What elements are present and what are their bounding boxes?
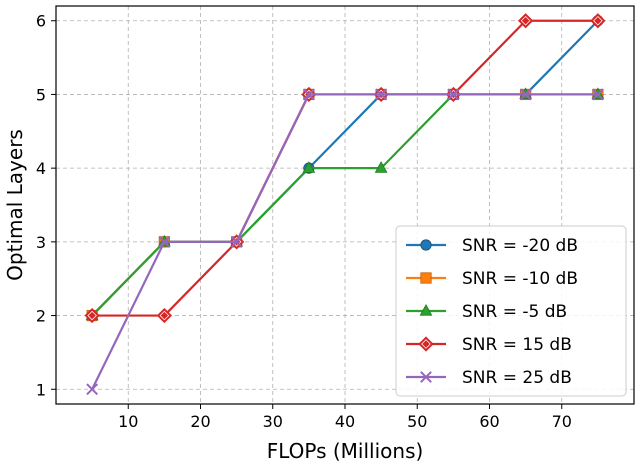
x-tick-label: 10 xyxy=(118,412,138,431)
x-tick-label: 60 xyxy=(479,412,499,431)
legend: SNR = -20 dB SNR = -10 dB SNR = -5 dB SNR =… xyxy=(395,225,627,397)
y-tick-label: 5 xyxy=(36,85,46,104)
data-point xyxy=(302,88,315,101)
y-tick-label: 4 xyxy=(36,159,46,178)
legend-label: SNR = 25 dB xyxy=(462,368,572,388)
data-point-stroke xyxy=(519,88,532,101)
data-point-fill xyxy=(88,311,96,320)
data-point xyxy=(374,161,388,173)
legend-marker xyxy=(420,371,432,383)
series-layer xyxy=(84,13,606,396)
x-tick-label: 30 xyxy=(263,412,283,431)
series-4 xyxy=(86,88,604,396)
legend-marker xyxy=(419,303,433,316)
data-point xyxy=(375,88,388,101)
x-tick-label: 50 xyxy=(407,412,427,431)
x-tick-label: 40 xyxy=(335,412,355,431)
legend-box xyxy=(395,225,627,397)
data-point-stroke xyxy=(230,235,243,248)
legend-label: SNR = 15 dB xyxy=(462,335,572,355)
data-point xyxy=(447,88,460,101)
data-point xyxy=(302,161,316,173)
x-tick-label: 70 xyxy=(552,412,572,431)
data-point-fill xyxy=(160,311,169,320)
data-point-stroke xyxy=(158,235,171,248)
series-line xyxy=(91,93,598,390)
data-point-stroke xyxy=(591,88,604,101)
data-point-stroke xyxy=(375,88,388,101)
y-tick-label: 1 xyxy=(36,380,46,399)
data-point-stroke xyxy=(302,88,315,101)
data-point-fill xyxy=(521,17,530,25)
legend-marker xyxy=(420,272,432,284)
y-tick-label: 6 xyxy=(36,12,46,31)
y-tick-label: 3 xyxy=(36,233,46,252)
legend-label: SNR = -5 dB xyxy=(462,302,567,322)
data-point-stroke xyxy=(447,88,460,101)
data-point xyxy=(591,88,604,101)
data-point xyxy=(519,88,532,101)
data-point xyxy=(230,235,243,248)
x-axis-label: FLOPs (Millions) xyxy=(267,439,424,463)
legend-marker-fill xyxy=(422,340,430,348)
data-point-stroke xyxy=(86,383,99,396)
y-axis-label: Optimal Layers xyxy=(3,129,27,281)
y-tick-label: 2 xyxy=(36,307,46,326)
legend-marker xyxy=(420,239,432,251)
x-tick-label: 20 xyxy=(190,412,210,431)
legend-label: SNR = -20 dB xyxy=(462,236,578,256)
data-point xyxy=(158,235,171,248)
ticks: 10 20 30 40 50 60 70 1 2 3 4 5 6 xyxy=(36,12,572,431)
legend-label: SNR = -10 dB xyxy=(462,269,578,289)
legend-marker-stroke xyxy=(420,371,432,383)
data-point-fill xyxy=(594,17,602,25)
data-point xyxy=(86,383,99,396)
